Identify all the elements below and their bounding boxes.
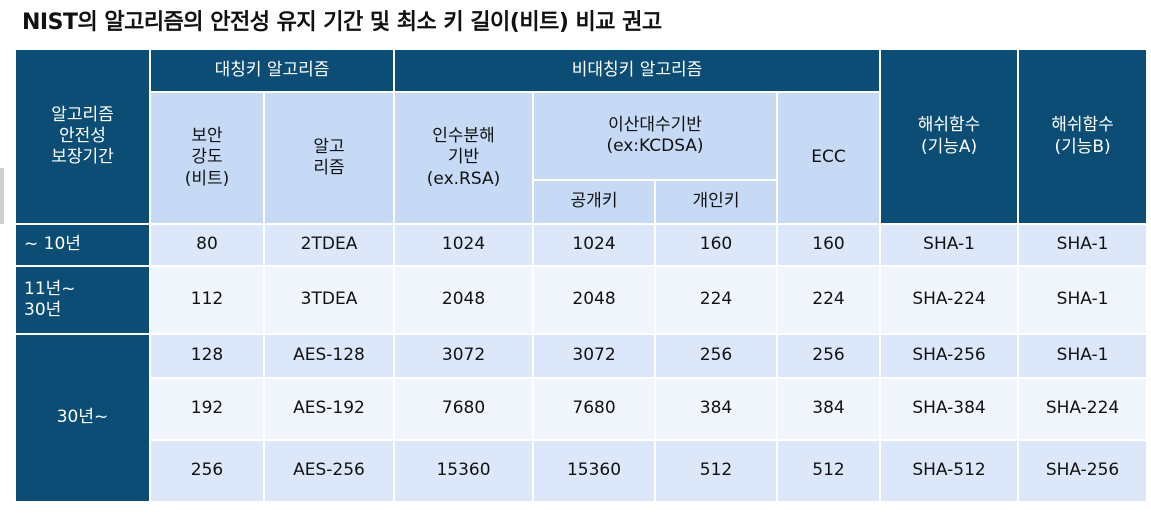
factoring-cell: 2048 — [395, 267, 533, 333]
period-cell: 11년~ 30년 — [16, 267, 149, 333]
algorithm-cell: 3TDEA — [265, 267, 394, 333]
ecc-cell: 512 — [778, 441, 880, 501]
hash-a-cell: SHA-224 — [881, 267, 1018, 333]
factoring-cell: 1024 — [395, 225, 533, 265]
hash-b-cell: SHA-1 — [1019, 267, 1147, 333]
header-private-key: 개인키 — [656, 181, 777, 223]
public-key-cell: 1024 — [534, 225, 655, 265]
factoring-cell: 3072 — [395, 335, 533, 377]
table-row: 11년~ 30년 112 3TDEA 2048 2048 224 224 SHA… — [16, 267, 1147, 333]
side-tab-marker — [0, 168, 4, 224]
strength-cell: 256 — [151, 441, 263, 501]
header-security-strength: 보안 강도 (비트) — [151, 93, 263, 223]
table-row: 192 AES-192 7680 7680 384 384 SHA-384 SH… — [16, 379, 1147, 439]
hash-a-cell: SHA-1 — [881, 225, 1018, 265]
ecc-cell: 224 — [778, 267, 880, 333]
header-hash-a: 해쉬함수 (기능A) — [881, 50, 1018, 223]
factoring-cell: 7680 — [395, 379, 533, 439]
strength-cell: 112 — [151, 267, 263, 333]
table-row: ~ 10년 80 2TDEA 1024 1024 160 160 SHA-1 S… — [16, 225, 1147, 265]
public-key-cell: 2048 — [534, 267, 655, 333]
page-title: NIST의 알고리즘의 안전성 유지 기간 및 최소 키 길이(비트) 비교 권… — [22, 10, 662, 35]
hash-b-cell: SHA-1 — [1019, 225, 1147, 265]
algorithm-cell: AES-128 — [265, 335, 394, 377]
public-key-cell: 7680 — [534, 379, 655, 439]
public-key-cell: 15360 — [534, 441, 655, 501]
private-key-cell: 512 — [656, 441, 777, 501]
algorithm-cell: 2TDEA — [265, 225, 394, 265]
header-ecc: ECC — [778, 93, 880, 223]
header-asymmetric-group: 비대칭키 알고리즘 — [395, 50, 880, 91]
private-key-cell: 224 — [656, 267, 777, 333]
public-key-cell: 3072 — [534, 335, 655, 377]
hash-a-cell: SHA-512 — [881, 441, 1018, 501]
period-cell: ~ 10년 — [16, 225, 149, 265]
hash-b-cell: SHA-1 — [1019, 335, 1147, 377]
ecc-cell: 256 — [778, 335, 880, 377]
strength-cell: 192 — [151, 379, 263, 439]
nist-key-length-table: 알고리즘 안전성 보장기간 대칭키 알고리즘 비대칭키 알고리즘 해쉬함수 (기… — [14, 48, 1148, 503]
hash-a-cell: SHA-384 — [881, 379, 1018, 439]
header-hash-b: 해쉬함수 (기능B) — [1019, 50, 1147, 223]
hash-b-cell: SHA-224 — [1019, 379, 1147, 439]
algorithm-cell: AES-256 — [265, 441, 394, 501]
table-row: 256 AES-256 15360 15360 512 512 SHA-512 … — [16, 441, 1147, 501]
hash-b-cell: SHA-256 — [1019, 441, 1147, 501]
header-period: 알고리즘 안전성 보장기간 — [16, 50, 149, 223]
algorithm-cell: AES-192 — [265, 379, 394, 439]
strength-cell: 128 — [151, 335, 263, 377]
hash-a-cell: SHA-256 — [881, 335, 1018, 377]
ecc-cell: 384 — [778, 379, 880, 439]
ecc-cell: 160 — [778, 225, 880, 265]
private-key-cell: 384 — [656, 379, 777, 439]
private-key-cell: 160 — [656, 225, 777, 265]
strength-cell: 80 — [151, 225, 263, 265]
header-discrete-log: 이산대수기반 (ex:KCDSA) — [534, 93, 777, 179]
private-key-cell: 256 — [656, 335, 777, 377]
header-public-key: 공개키 — [534, 181, 655, 223]
header-symmetric-group: 대칭키 알고리즘 — [151, 50, 394, 91]
table-row: 30년~ 128 AES-128 3072 3072 256 256 SHA-2… — [16, 335, 1147, 501]
factoring-cell: 15360 — [395, 441, 533, 501]
period-cell: 30년~ — [16, 335, 149, 501]
header-factoring: 인수분해 기반 (ex.RSA) — [395, 93, 533, 223]
header-algorithm: 알고 리즘 — [265, 93, 394, 223]
